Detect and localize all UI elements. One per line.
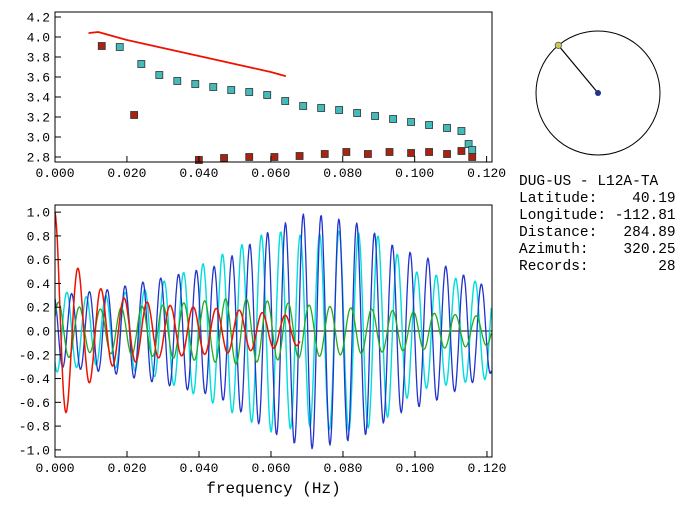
station-info-block: DUG-US - L12A-TA Latitude: 40.19 Longitu… (519, 174, 676, 276)
measured-dispersion-cyan (245, 88, 254, 96)
x-tick-label: 0.080 (323, 166, 362, 181)
y-tick-label: 3.2 (27, 111, 50, 126)
remote-station-dot (554, 41, 562, 49)
measured-dispersion-cyan (443, 124, 451, 132)
y-tick-label: 0.4 (27, 277, 51, 292)
measured-dispersion-cyan (209, 83, 218, 91)
measured-dispersion-darkred (468, 153, 477, 161)
measured-dispersion-cyan (468, 146, 477, 154)
station-pair-title: DUG-US - L12A-TA (519, 174, 659, 190)
x-tick-label: 0.120 (467, 461, 506, 476)
x-tick-label: 0.000 (35, 166, 74, 181)
reference-dispersion-curve (88, 31, 287, 77)
azimuth-line: Azimuth: 320.25 (519, 242, 676, 258)
x-tick-label: 0.040 (179, 461, 218, 476)
records-line: Records: 28 (519, 259, 676, 275)
measured-dispersion-cyan (299, 102, 308, 110)
measured-dispersion-cyan (353, 109, 362, 117)
y-tick-label: 0.0 (27, 325, 50, 340)
y-tick-label: 0.6 (27, 253, 50, 268)
measured-dispersion-darkred (320, 150, 329, 158)
longitude-line: Longitude: -112.81 (519, 208, 676, 224)
measured-dispersion-darkred (425, 148, 433, 156)
measured-dispersion-darkred (342, 148, 351, 156)
y-tick-label: 3.6 (27, 71, 50, 86)
y-tick-label: -0.6 (19, 396, 50, 411)
x-tick-label: 0.100 (395, 166, 434, 181)
x-tick-label: 0.060 (251, 166, 290, 181)
y-tick-label: 4.2 (27, 11, 50, 26)
y-tick-label: -0.8 (19, 420, 50, 435)
center-station-dot (595, 90, 601, 96)
measured-dispersion-cyan (173, 77, 182, 85)
measured-dispersion-darkred (270, 153, 279, 161)
y-tick-label: -0.4 (19, 372, 50, 387)
y-tick-label: 3.8 (27, 51, 50, 66)
measured-dispersion-cyan (281, 97, 290, 105)
dial-circle (535, 30, 661, 156)
charts-canvas: 0.000 0.020 0.040 0.060 0.080 0.100 0.120 2.8 3.… (19, 11, 507, 499)
measured-dispersion-cyan (407, 118, 415, 126)
measured-dispersion-darkred (443, 150, 451, 158)
y-tick-label: 4.0 (27, 31, 50, 46)
y-tick-label: 1.0 (27, 206, 50, 221)
measured-dispersion-darkred (385, 148, 394, 156)
x-tick-label: 0.020 (107, 461, 146, 476)
x-tick-label: 0.060 (251, 461, 290, 476)
x-axis-label: frequency (Hz) (206, 480, 340, 498)
measured-dispersion-cyan (457, 127, 466, 135)
measured-dispersion-cyan (371, 112, 380, 120)
azimuth-pointer-line (557, 44, 599, 94)
measured-dispersion-darkred (364, 150, 372, 158)
y-tick-label: -0.2 (19, 348, 50, 363)
waveform-red (54, 211, 301, 414)
measured-dispersion-cyan (191, 80, 200, 88)
azimuth-dial (535, 30, 661, 156)
y-tick-label: -1.0 (19, 443, 50, 458)
x-tick-label: 0.080 (323, 461, 362, 476)
latitude-line: Latitude: 40.19 (519, 191, 676, 207)
x-tick-label: 0.120 (467, 166, 506, 181)
waveform-green (54, 297, 492, 365)
y-tick-label: 0.8 (27, 229, 50, 244)
measured-dispersion-darkred (245, 153, 254, 161)
y-tick-label: 3.0 (27, 131, 50, 146)
y-tick-label: 3.4 (27, 91, 51, 106)
x-tick-label: 0.040 (179, 166, 218, 181)
x-tick-label: 0.100 (395, 461, 434, 476)
measured-dispersion-darkred (457, 147, 466, 155)
waveform-blue (54, 213, 492, 450)
measured-dispersion-cyan (335, 106, 344, 114)
measured-dispersion-darkred (97, 42, 106, 50)
measured-dispersion-cyan (389, 115, 397, 123)
measured-dispersion-cyan (425, 121, 433, 129)
y-tick-label: 2.8 (27, 151, 50, 166)
measured-dispersion-cyan (115, 43, 124, 51)
y-tick-label: 0.2 (27, 301, 50, 316)
measured-dispersion-darkred (130, 111, 139, 119)
measured-dispersion-cyan (317, 104, 326, 112)
measured-dispersion-cyan (263, 91, 272, 99)
dispersion-panel: 0.000 0.020 0.040 0.060 0.080 0.100 0.120 2.8 3.… (27, 11, 507, 182)
measured-dispersion-darkred (407, 149, 415, 157)
measured-dispersion-cyan (155, 71, 164, 79)
measured-dispersion-darkred (295, 152, 304, 160)
measured-dispersion-darkred (220, 154, 228, 162)
x-tick-label: 0.020 (107, 166, 146, 181)
waveform-panel: 0.000 0.020 0.040 0.060 0.080 0.100 0.120 1.0 0.… (19, 204, 506, 498)
plot-frame (54, 11, 493, 163)
measured-dispersion-cyan (137, 60, 146, 68)
distance-line: Distance: 284.89 (519, 225, 676, 241)
x-tick-label: 0.000 (35, 461, 74, 476)
measured-dispersion-cyan (227, 86, 236, 94)
